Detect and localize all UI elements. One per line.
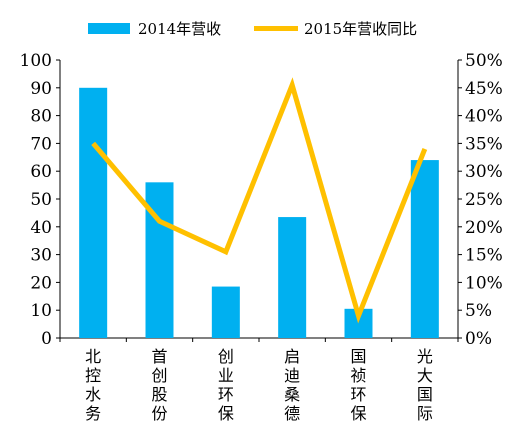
- bar-2014-revenue: [79, 88, 107, 338]
- category-label-char: 创: [151, 366, 167, 385]
- category-label-char: 股: [151, 385, 167, 404]
- category-label-char: 际: [417, 404, 433, 423]
- category-label: 光大国际: [417, 347, 433, 423]
- category-label-char: 控: [85, 366, 101, 385]
- category-label-char: 国: [350, 347, 366, 366]
- category-label-char: 保: [350, 404, 366, 423]
- category-label: 北控水务: [85, 347, 101, 423]
- y-left-tick-label: 100: [20, 51, 52, 71]
- category-label: 启迪桑德: [284, 347, 300, 423]
- legend-label-bar: 2014年营收: [138, 20, 221, 38]
- y-left-tick-label: 40: [30, 218, 52, 238]
- y-right-tick-label: 35%: [465, 134, 503, 154]
- category-label-char: 创: [218, 347, 234, 366]
- legend-label-line: 2015年营收同比: [304, 20, 417, 38]
- y-left-tick-label: 10: [30, 301, 52, 321]
- y-left-tick-label: 20: [30, 273, 52, 293]
- y-right-tick-label: 15%: [465, 246, 503, 266]
- bar-2014-revenue: [146, 182, 174, 338]
- category-label-char: 份: [151, 404, 167, 423]
- y-left-tick-label: 70: [30, 134, 52, 154]
- category-label-char: 迪: [284, 366, 300, 385]
- bar-2014-revenue: [278, 217, 306, 338]
- y-right-tick-label: 30%: [465, 162, 503, 182]
- y-left-tick-label: 0: [41, 329, 52, 349]
- y-right-tick-label: 50%: [465, 51, 503, 71]
- y-right-tick-label: 0%: [465, 329, 492, 349]
- y-right-tick-label: 40%: [465, 107, 503, 127]
- category-label-char: 祯: [350, 366, 366, 385]
- category-label: 首创股份: [151, 347, 167, 423]
- y-left-tick-label: 60: [30, 162, 52, 182]
- y-right-tick-label: 20%: [465, 218, 503, 238]
- category-label-char: 北: [85, 347, 101, 366]
- category-label-char: 业: [218, 366, 234, 385]
- category-label: 国祯环保: [350, 347, 366, 423]
- category-label-char: 保: [218, 404, 234, 423]
- category-label-char: 环: [218, 385, 234, 404]
- legend-swatch-bar: [88, 23, 130, 34]
- category-label-char: 德: [284, 404, 300, 423]
- line-series: [93, 85, 425, 316]
- category-label-char: 国: [417, 385, 433, 404]
- category-label-char: 首: [151, 347, 167, 366]
- category-label-char: 务: [85, 404, 101, 423]
- y-left-tick-label: 30: [30, 246, 52, 266]
- y-left-tick-label: 80: [30, 107, 52, 127]
- category-label-char: 大: [417, 366, 433, 385]
- category-label-char: 环: [350, 385, 366, 404]
- bar-2014-revenue: [411, 160, 439, 338]
- y-right-tick-label: 25%: [465, 190, 503, 210]
- line-2015-yoy: [93, 85, 425, 316]
- y-right-tick-label: 5%: [465, 301, 492, 321]
- category-label-char: 光: [417, 347, 433, 366]
- category-label-char: 启: [284, 347, 300, 366]
- category-label-char: 桑: [284, 385, 300, 404]
- y-right-tick-label: 10%: [465, 273, 503, 293]
- bar-2014-revenue: [212, 287, 240, 338]
- y-left-tick-label: 50: [30, 190, 52, 210]
- category-label-char: 水: [85, 385, 101, 404]
- legend: 2014年营收 2015年营收同比: [88, 20, 417, 38]
- category-label: 创业环保: [218, 347, 234, 423]
- bars: [79, 88, 439, 338]
- y-right-tick-label: 45%: [465, 79, 503, 99]
- y-left-tick-label: 90: [30, 79, 52, 99]
